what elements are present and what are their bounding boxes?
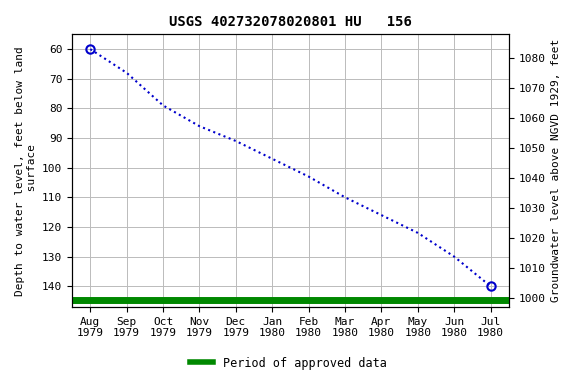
Y-axis label: Groundwater level above NGVD 1929, feet: Groundwater level above NGVD 1929, feet — [551, 39, 561, 302]
Title: USGS 402732078020801 HU   156: USGS 402732078020801 HU 156 — [169, 15, 412, 29]
Legend: Period of approved data: Period of approved data — [185, 352, 391, 374]
Y-axis label: Depth to water level, feet below land
 surface: Depth to water level, feet below land su… — [15, 46, 37, 296]
